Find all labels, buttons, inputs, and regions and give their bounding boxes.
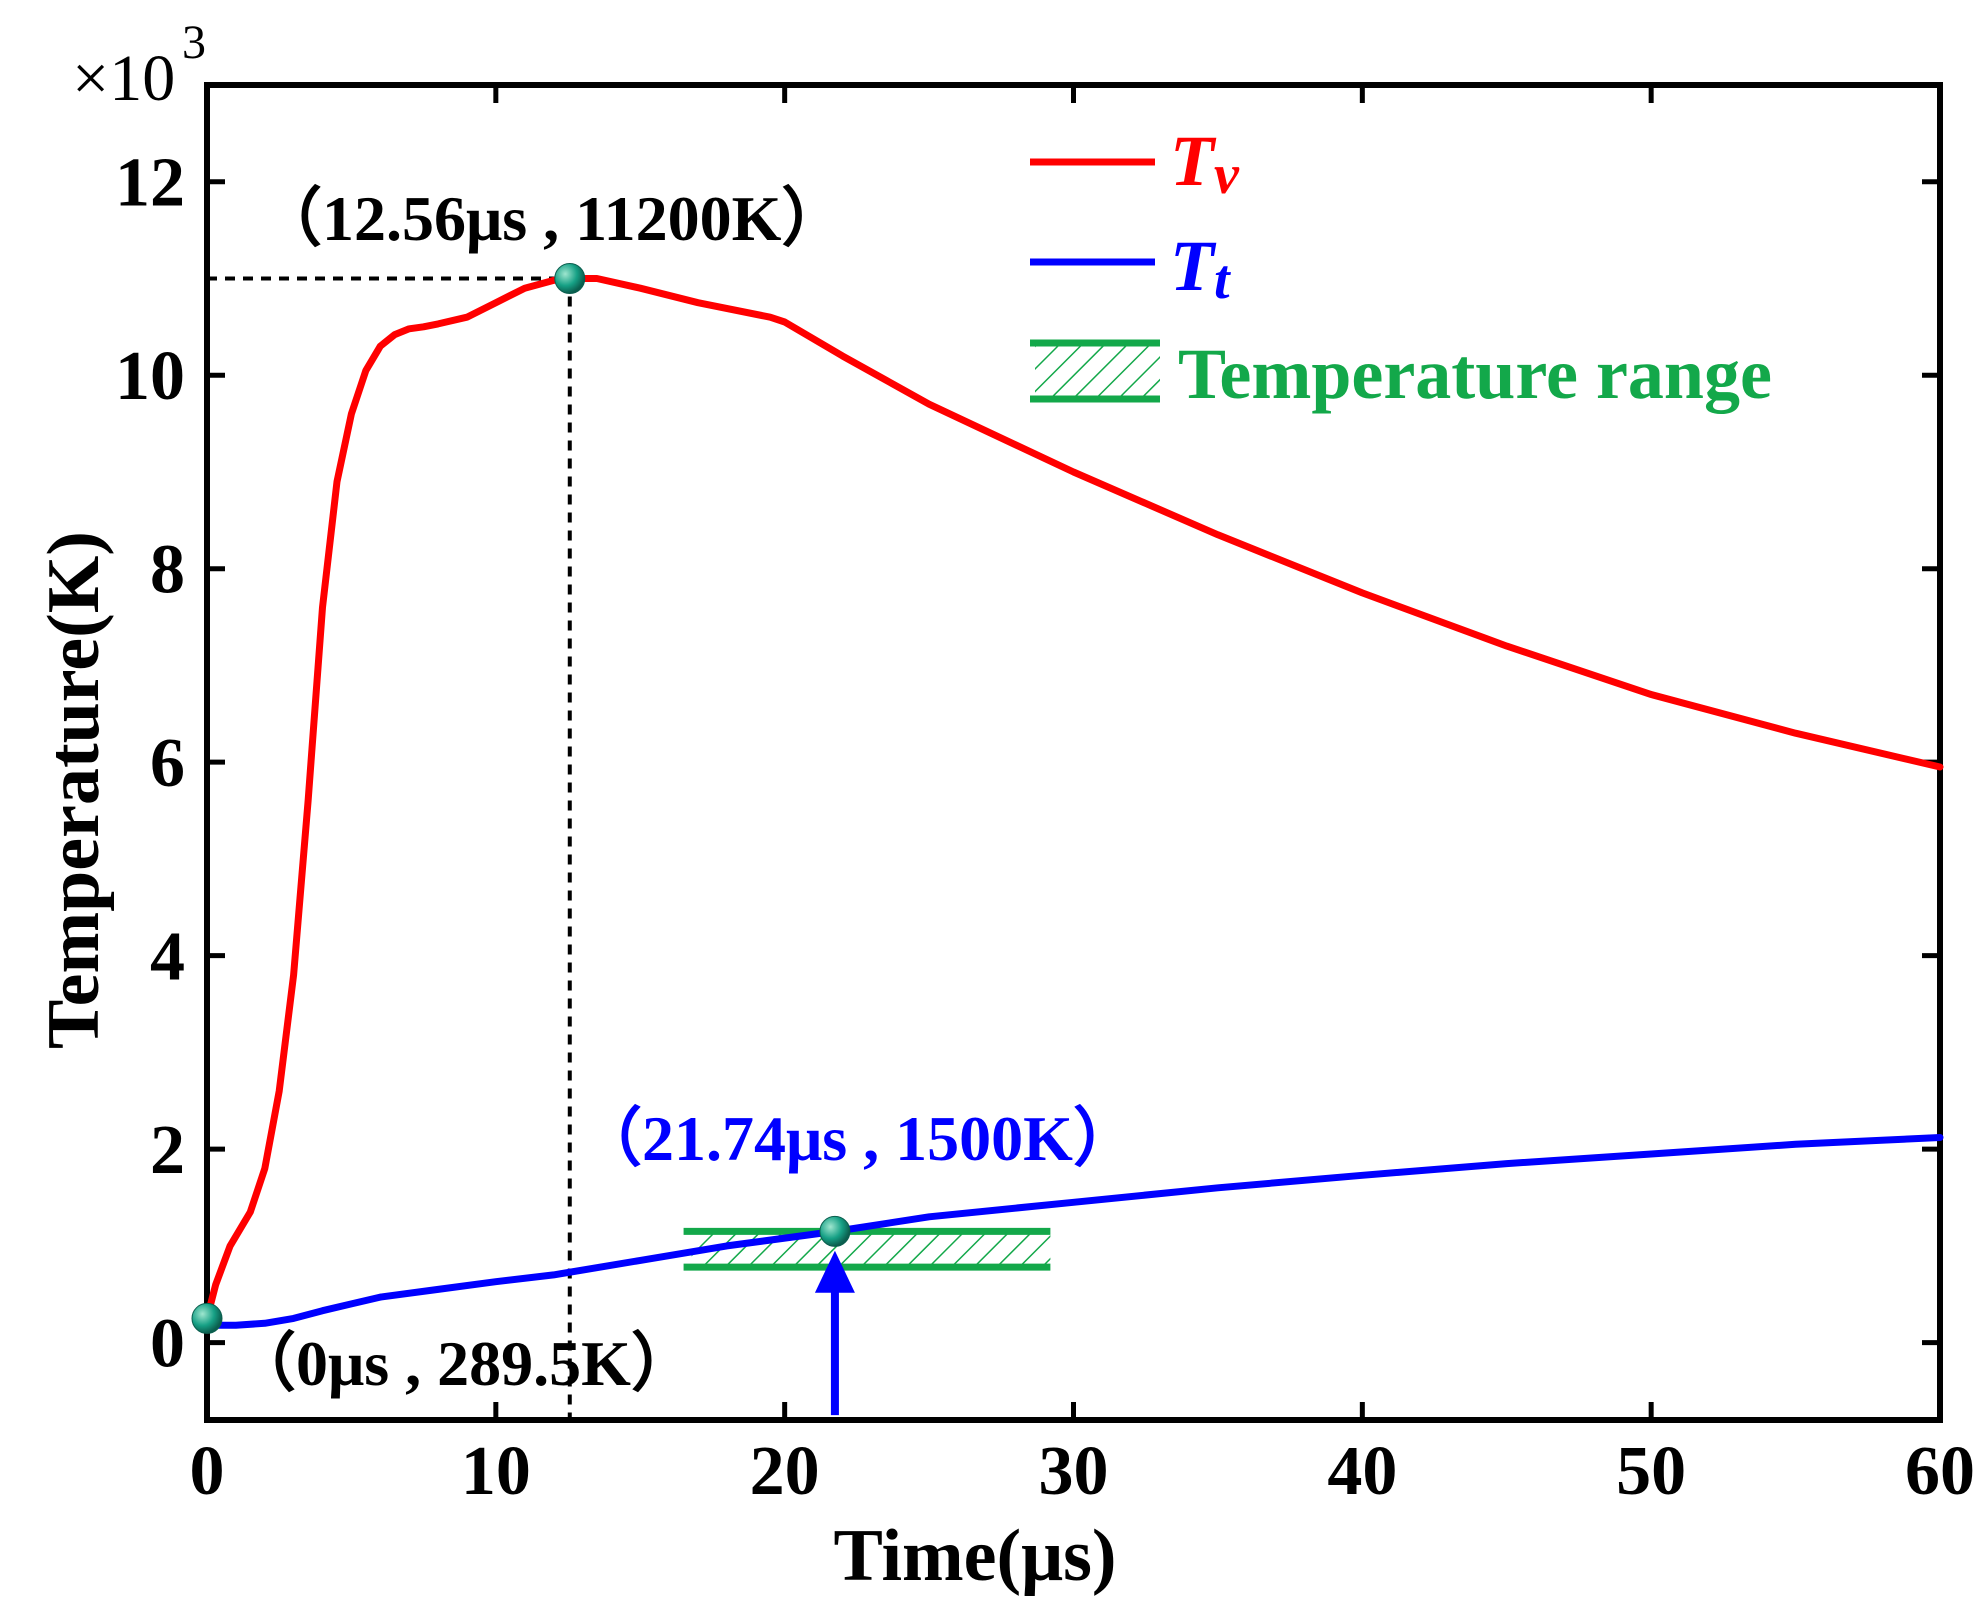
x-tick-label-1: 10 [461,1433,531,1510]
y-tick-label-0: 0 [150,1306,185,1383]
temperature-range-band [691,1231,1051,1268]
x-tick-label-4: 40 [1327,1433,1397,1510]
legend-range-label: Temperature range [1178,334,1772,414]
x-axis-title: Time(μs) [833,1515,1116,1597]
y-multiplier-label: ×10 [72,42,175,115]
legend: Tv Tt Temperature range [1030,121,1772,414]
x-tick-label-5: 50 [1616,1433,1686,1510]
legend-tt-label: Tt [1170,226,1231,311]
legend-range-swatch [1035,343,1160,399]
y-tick-label-6: 12 [115,145,185,222]
series-line-tt [203,1134,1944,1329]
annotation-marker-0 [554,262,586,294]
y-axis-title: Temperature(K) [33,531,115,1049]
x-tick-label-2: 20 [750,1433,820,1510]
y-multiplier-exponent: 3 [182,16,206,69]
peak-annotation: （12.56μs , 11200K） [258,183,845,254]
x-tick-label-0: 0 [190,1433,225,1510]
threshold-arrow-head [814,1250,855,1293]
y-tick-label-3: 6 [150,725,185,802]
annotation-marker-1 [819,1215,851,1247]
y-tick-label-2: 4 [150,919,185,996]
x-tick-label-3: 30 [1039,1433,1109,1510]
origin-annotation: （0μs , 289.5K） [232,1328,695,1399]
y-tick-label-1: 2 [150,1112,185,1189]
legend-tv-label: Tv [1170,121,1240,206]
x-tick-label-6: 60 [1905,1433,1975,1510]
series-line-tv [203,275,1944,1322]
y-tick-label-4: 8 [150,532,185,609]
annotation-marker-2 [191,1302,223,1334]
threshold-annotation: （21.74μs , 1500K） [578,1103,1137,1174]
plot-area [204,82,1943,1423]
y-tick-label-5: 10 [115,338,185,415]
